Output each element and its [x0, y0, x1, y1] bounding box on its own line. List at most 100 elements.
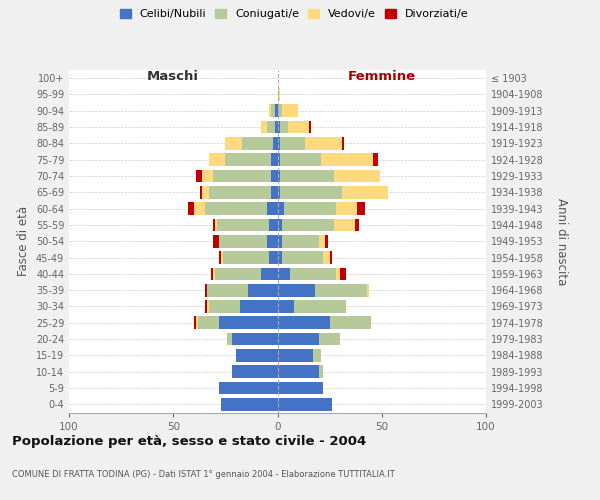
Y-axis label: Anni di nascita: Anni di nascita — [555, 198, 568, 285]
Bar — [315, 284, 367, 296]
Bar — [215, 218, 217, 232]
Bar — [194, 202, 205, 215]
Bar — [277, 332, 319, 345]
Bar — [205, 202, 267, 215]
Bar — [211, 268, 213, 280]
Bar — [280, 137, 305, 150]
Bar — [221, 398, 277, 410]
Bar — [281, 235, 319, 248]
Bar — [219, 251, 221, 264]
Bar — [288, 120, 309, 134]
Bar — [213, 218, 215, 232]
Bar — [219, 316, 277, 329]
Bar — [294, 300, 346, 313]
Bar — [269, 218, 277, 232]
Bar — [202, 170, 213, 182]
Bar — [334, 218, 355, 232]
Bar — [209, 154, 226, 166]
Bar — [213, 170, 271, 182]
Bar — [277, 251, 281, 264]
Bar — [227, 332, 232, 345]
Bar — [267, 202, 277, 215]
Bar — [281, 218, 334, 232]
Bar — [277, 186, 280, 198]
Bar — [202, 186, 209, 198]
Bar — [284, 202, 336, 215]
Bar — [209, 300, 240, 313]
Bar — [226, 154, 271, 166]
Bar — [267, 235, 277, 248]
Bar — [280, 170, 334, 182]
Bar — [319, 332, 340, 345]
Bar — [269, 104, 271, 117]
Legend: Celibi/Nubili, Coniugati/e, Vedovi/e, Divorziati/e: Celibi/Nubili, Coniugati/e, Vedovi/e, Di… — [116, 6, 472, 22]
Bar — [277, 366, 319, 378]
Bar — [342, 137, 344, 150]
Bar — [242, 137, 274, 150]
Bar — [325, 235, 328, 248]
Bar — [275, 104, 277, 117]
Bar — [340, 268, 346, 280]
Bar — [206, 284, 248, 296]
Bar — [226, 137, 242, 150]
Bar — [205, 284, 206, 296]
Bar — [277, 202, 284, 215]
Bar — [281, 251, 323, 264]
Bar — [232, 366, 277, 378]
Bar — [280, 186, 342, 198]
Bar — [277, 104, 281, 117]
Bar — [355, 218, 359, 232]
Bar — [321, 154, 373, 166]
Bar — [367, 284, 369, 296]
Y-axis label: Fasce di età: Fasce di età — [17, 206, 30, 276]
Bar — [271, 104, 275, 117]
Bar — [261, 268, 277, 280]
Bar — [277, 382, 323, 394]
Bar — [248, 284, 277, 296]
Bar — [336, 268, 340, 280]
Bar — [213, 235, 219, 248]
Bar — [319, 235, 325, 248]
Bar — [209, 186, 271, 198]
Bar — [215, 268, 261, 280]
Bar — [277, 154, 280, 166]
Bar — [271, 154, 277, 166]
Bar — [196, 170, 202, 182]
Bar — [277, 235, 281, 248]
Bar — [275, 120, 277, 134]
Bar — [277, 120, 280, 134]
Bar — [236, 349, 277, 362]
Bar — [194, 316, 196, 329]
Text: Maschi: Maschi — [147, 70, 199, 83]
Bar — [277, 284, 315, 296]
Bar — [188, 202, 194, 215]
Bar — [274, 137, 277, 150]
Bar — [206, 300, 209, 313]
Bar — [223, 251, 269, 264]
Bar — [277, 300, 294, 313]
Bar — [334, 170, 380, 182]
Bar — [277, 137, 280, 150]
Bar — [198, 316, 219, 329]
Bar — [240, 300, 277, 313]
Bar — [357, 202, 365, 215]
Bar — [269, 251, 277, 264]
Bar — [277, 218, 281, 232]
Bar — [217, 218, 269, 232]
Bar — [373, 154, 377, 166]
Bar — [232, 332, 277, 345]
Bar — [336, 202, 357, 215]
Text: COMUNE DI FRATTA TODINA (PG) - Dati ISTAT 1° gennaio 2004 - Elaborazione TUTTITA: COMUNE DI FRATTA TODINA (PG) - Dati ISTA… — [12, 470, 395, 479]
Text: Popolazione per età, sesso e stato civile - 2004: Popolazione per età, sesso e stato civil… — [12, 435, 366, 448]
Bar — [329, 251, 332, 264]
Bar — [200, 186, 202, 198]
Bar — [277, 316, 329, 329]
Bar — [267, 120, 275, 134]
Bar — [261, 120, 267, 134]
Bar — [271, 186, 277, 198]
Bar — [196, 316, 198, 329]
Bar — [277, 88, 280, 101]
Bar — [277, 349, 313, 362]
Bar — [205, 300, 206, 313]
Bar — [313, 349, 321, 362]
